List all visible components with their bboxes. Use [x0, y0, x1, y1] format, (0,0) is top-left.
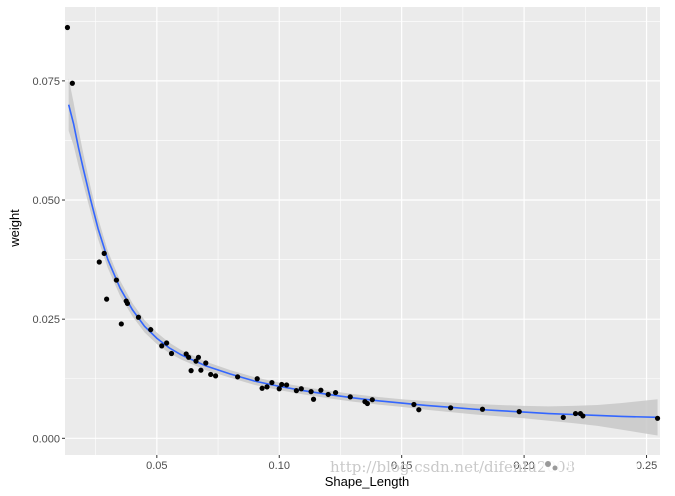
- data-point: [293, 388, 299, 394]
- data-point: [148, 327, 154, 333]
- data-point: [69, 80, 75, 86]
- x-tick-label: 0.20: [513, 460, 534, 472]
- data-point: [369, 397, 375, 403]
- data-point: [64, 24, 71, 31]
- major-gridlines: [65, 7, 660, 455]
- data-point: [212, 373, 219, 379]
- x-axis-ticks: 0.05 0.10 0.15 0.20 0.25: [146, 455, 657, 472]
- data-point: [124, 300, 131, 307]
- x-axis-title: Shape_Length: [325, 474, 410, 489]
- data-point: [203, 360, 209, 366]
- data-point: [347, 394, 353, 400]
- data-point: [188, 368, 194, 374]
- data-point: [208, 371, 214, 378]
- x-tick-label: 0.05: [146, 460, 167, 472]
- data-point: [318, 387, 324, 393]
- y-tick-label: 0.075: [32, 76, 60, 88]
- data-point: [411, 401, 417, 408]
- data-point: [193, 358, 199, 364]
- data-point: [195, 354, 202, 360]
- data-point: [269, 379, 275, 386]
- data-point: [448, 405, 454, 411]
- data-point: [104, 296, 110, 302]
- data-point: [186, 354, 192, 360]
- data-point: [325, 391, 331, 398]
- x-tick-label: 0.25: [636, 460, 657, 472]
- data-point: [113, 277, 120, 283]
- data-point: [279, 381, 285, 388]
- data-point: [580, 413, 586, 419]
- data-point: [283, 382, 290, 388]
- data-point: [364, 400, 370, 407]
- data-point: [560, 414, 566, 420]
- data-point: [135, 314, 142, 320]
- data-point: [118, 321, 124, 327]
- data-point: [298, 386, 304, 392]
- data-point: [572, 410, 579, 417]
- y-axis-ticks: 0.000 0.025 0.050 0.075: [32, 76, 65, 445]
- data-points: [64, 24, 661, 421]
- y-tick-label: 0.050: [32, 195, 60, 207]
- watermark-url: http://blog.csdn.net/difenlu2008: [330, 458, 575, 476]
- plot-panel: [65, 7, 660, 455]
- wechat-icon: [543, 457, 561, 475]
- data-point: [235, 374, 241, 380]
- y-tick-label: 0.025: [32, 314, 60, 326]
- y-tick-label: 0.000: [32, 433, 60, 445]
- watermark-brand-text: 虾神daxialu: [566, 458, 638, 474]
- data-point: [259, 385, 265, 391]
- data-point: [654, 415, 661, 421]
- watermark-brand: 虾神daxialu: [543, 457, 638, 475]
- data-point: [310, 396, 317, 402]
- wechat-bubble-right: [552, 465, 558, 471]
- data-point: [416, 407, 422, 413]
- data-point: [96, 259, 102, 265]
- data-point: [479, 406, 486, 412]
- y-axis-title: weight: [7, 209, 22, 248]
- data-point: [308, 389, 314, 395]
- data-point: [101, 250, 107, 256]
- data-point: [164, 340, 170, 346]
- data-point: [332, 389, 339, 396]
- data-point: [516, 409, 522, 415]
- data-point: [168, 350, 175, 357]
- data-point: [276, 386, 282, 392]
- data-point: [198, 367, 204, 373]
- data-point: [264, 384, 270, 390]
- wechat-bubble-left: [545, 461, 551, 467]
- x-tick-label: 0.15: [391, 460, 412, 472]
- data-point: [254, 376, 260, 382]
- x-tick-label: 0.10: [269, 460, 290, 472]
- minor-gridlines: [65, 7, 660, 455]
- data-point: [159, 343, 165, 349]
